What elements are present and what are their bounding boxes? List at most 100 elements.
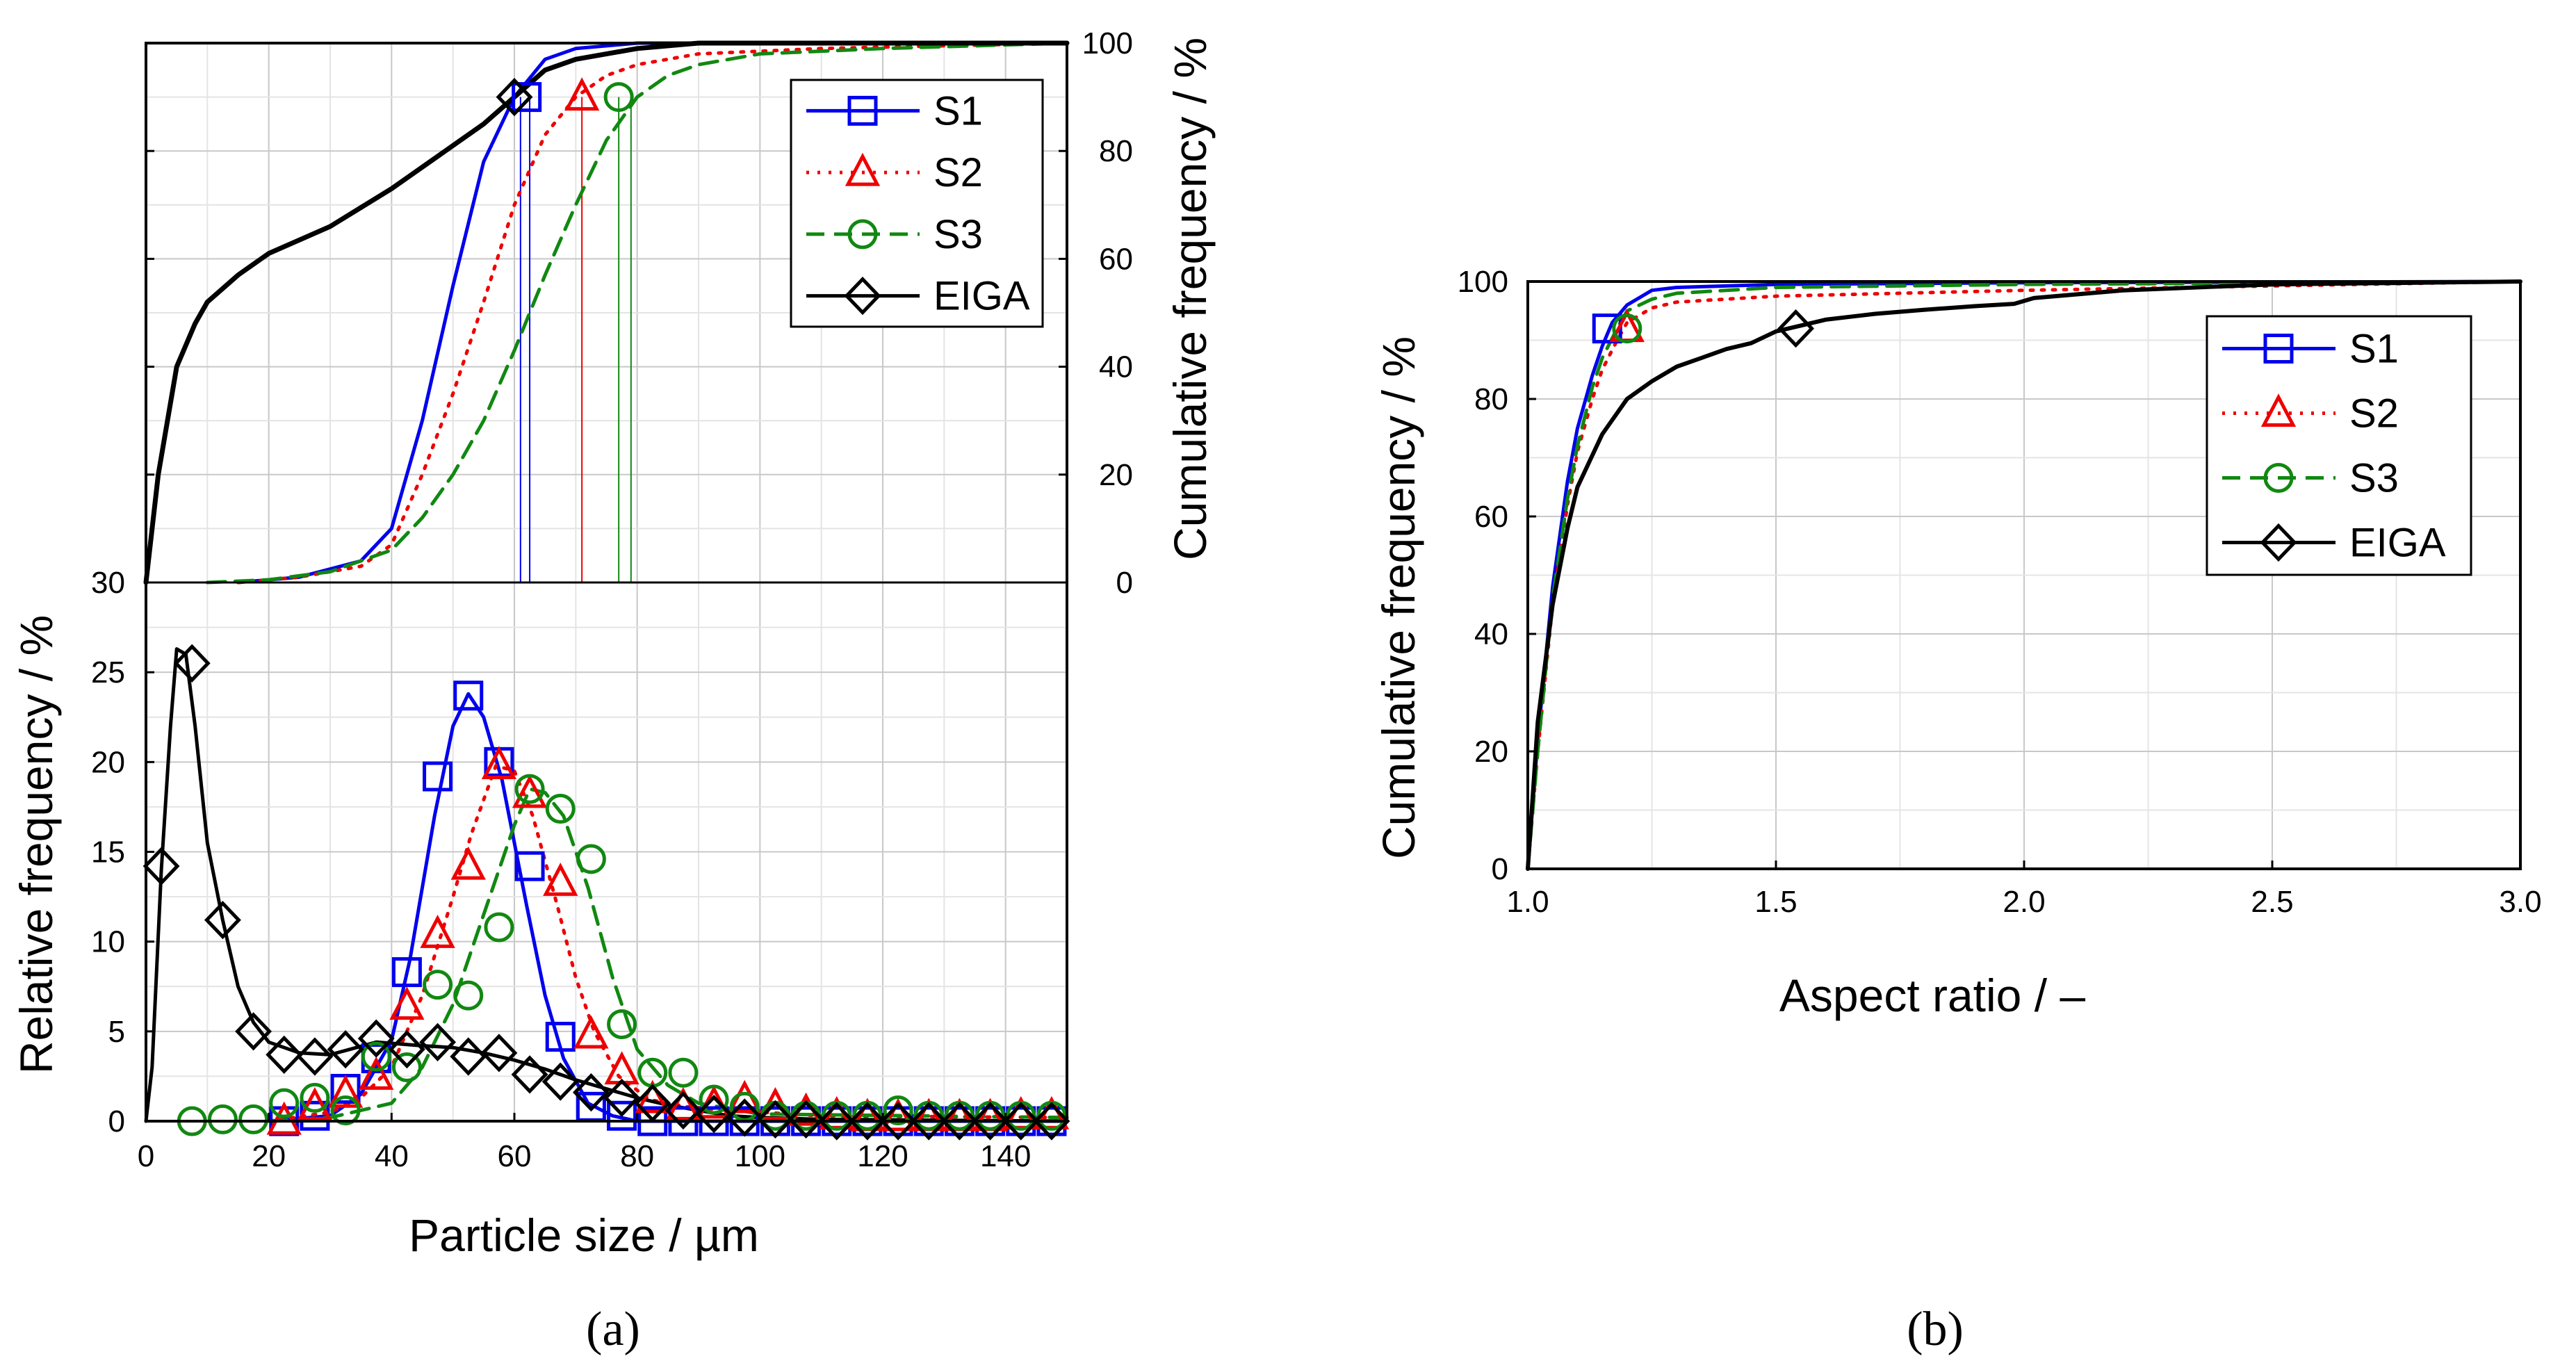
b-ytick-label-4: 80 <box>1474 382 1508 416</box>
a-cum-line-eiga <box>143 40 1070 585</box>
a-rel-ytick-label-5: 25 <box>91 655 125 690</box>
a-cum-marker-s3 <box>603 82 634 113</box>
a-rel-ytick-label-top: 30 <box>91 566 125 600</box>
b-xlabel: Aspect ratio / – <box>1779 970 2086 1021</box>
a-rel-point-s1-9 <box>545 1022 576 1052</box>
a-rel-point-s3-3 <box>269 1088 300 1118</box>
panel-label-a: (a) <box>586 1303 640 1356</box>
a-rel-point-eiga-9 <box>419 1022 457 1061</box>
b-xtick-label-1: 1.5 <box>1754 885 1797 919</box>
b-ytick-label-2: 40 <box>1474 617 1508 651</box>
a-rel-point-s2-12 <box>635 1079 670 1114</box>
a-rel-point-eiga-3 <box>235 1012 272 1051</box>
a-relative-ylabel: Relative frequency / % <box>10 615 62 1074</box>
a-cum-ytick-label-0: 0 <box>1116 566 1133 600</box>
a-rel-ytick-label-2: 10 <box>91 925 125 959</box>
a-rel-point-s1-8 <box>514 851 545 881</box>
a-rel-point-eiga-18 <box>695 1095 733 1134</box>
tick-label-layer: 0 20 40 60 80 100 30 0 5 10 15 20 25 0 20 40 60 80 100 120 1… <box>91 26 2542 1173</box>
a-xtick-label-3: 60 <box>498 1139 532 1173</box>
a-rel-point-s3-9 <box>453 980 484 1011</box>
a-cum-ytick-label-1: 20 <box>1099 458 1133 492</box>
a-rel-point-eiga-22 <box>818 1102 856 1141</box>
a-rel-point-s2-13 <box>665 1086 701 1120</box>
a-legend-label-s1: S1 <box>934 88 983 133</box>
a-cum-marker-eiga <box>496 77 533 117</box>
a-rel-curve-eiga <box>144 647 1069 1123</box>
a-legend-marker-s2 <box>845 152 881 186</box>
a-legend-label-eiga: EIGA <box>934 274 1030 319</box>
b-marker-eiga <box>1777 309 1815 348</box>
a-cum-marker-s2 <box>564 77 600 111</box>
a-xtick-label-1: 20 <box>252 1139 286 1173</box>
a-rel-point-s3-16 <box>668 1057 699 1088</box>
a-legend-marker-s1 <box>847 95 878 126</box>
b-legend-label-s1: S1 <box>2349 327 2399 372</box>
a-rel-point-s2-0 <box>266 1101 302 1135</box>
a-cum-ytick-label-2: 40 <box>1099 350 1133 384</box>
a-xtick-label-6: 120 <box>857 1139 908 1173</box>
a-rel-point-eiga-19 <box>726 1098 763 1137</box>
a-rel-point-s3-17 <box>699 1084 729 1115</box>
a-cum-marker-s1 <box>512 82 542 113</box>
a-rel-point-s3-6 <box>361 1041 391 1072</box>
a-cum-line-s3 <box>205 41 1069 585</box>
a-rel-point-s3-10 <box>484 912 514 943</box>
a-rel-point-s2-6 <box>450 846 486 880</box>
a-rel-point-s3-4 <box>300 1082 330 1113</box>
a-rel-ytick-label-3: 15 <box>91 835 125 870</box>
b-ytick-label-1: 20 <box>1474 735 1508 769</box>
a-rel-point-eiga-27 <box>972 1102 1009 1141</box>
a-rel-point-s3-12 <box>545 794 576 824</box>
a-rel-point-eiga-28 <box>1002 1102 1040 1141</box>
b-xtick-label-3: 2.5 <box>2251 885 2293 919</box>
a-rel-point-s2-9 <box>543 863 578 896</box>
a-rel-point-eiga-6 <box>327 1030 364 1069</box>
a-rel-point-eiga-24 <box>879 1102 917 1141</box>
a-rel-point-s2-2 <box>327 1074 364 1108</box>
a-rel-point-eiga-5 <box>296 1037 334 1076</box>
a-xtick-label-0: 0 <box>138 1139 154 1173</box>
panel-label-b: (b) <box>1907 1303 1964 1356</box>
a-rel-point-s3-8 <box>423 970 453 1000</box>
frame-layer <box>145 42 2522 1123</box>
b-ytick-label-5: 100 <box>1458 265 1508 299</box>
a-rel-point-s3-1 <box>207 1104 238 1134</box>
a-rel-point-s3-2 <box>238 1104 269 1134</box>
a-cum-line-s2 <box>236 41 1069 585</box>
a-rel-point-eiga-20 <box>756 1100 794 1139</box>
a-rel-point-eiga-4 <box>266 1035 303 1075</box>
b-legend-marker-s3 <box>2263 463 2294 493</box>
a-xlabel: Particle size / µm <box>409 1209 759 1261</box>
a-xtick-label-4: 80 <box>620 1139 654 1173</box>
a-rel-point-s3-11 <box>514 774 545 804</box>
a-rel-point-eiga-15 <box>603 1078 641 1118</box>
a-rel-point-eiga-13 <box>541 1062 579 1101</box>
a-rel-ytick-label-1: 5 <box>108 1015 125 1049</box>
a-rel-point-s2-11 <box>604 1051 639 1085</box>
a-rel-point-eiga-12 <box>511 1055 548 1094</box>
a-rel-ytick-label-4: 20 <box>91 745 125 779</box>
b-ytick-label-0: 0 <box>1492 852 1508 886</box>
a-rel-point-s2-3 <box>359 1057 394 1090</box>
a-rel-point-eiga-11 <box>480 1034 518 1073</box>
a-rel-point-s2-8 <box>512 774 548 808</box>
a-rel-point-eiga-23 <box>849 1102 886 1141</box>
b-legend-marker-s1 <box>2263 334 2294 364</box>
a-rel-point-s1-6 <box>453 680 484 711</box>
a-rel-point-eiga-21 <box>788 1100 825 1139</box>
a-cum-ytick-label-4: 80 <box>1099 134 1133 168</box>
b-ytick-label-3: 60 <box>1474 500 1508 534</box>
a-rel-point-s1-5 <box>423 761 453 792</box>
b-legend-label-s3: S3 <box>2349 456 2399 501</box>
a-rel-point-s3-5 <box>330 1095 361 1125</box>
a-rel-point-s1-11 <box>607 1100 637 1131</box>
a-legend-label-s3: S3 <box>934 212 983 257</box>
a-rel-point-eiga-10 <box>450 1037 487 1076</box>
a-rel-point-s3-7 <box>391 1052 422 1082</box>
a-cumulative-ylabel: Cumulative frequency / % <box>1164 38 1216 560</box>
a-rel-point-eiga-1 <box>173 644 211 683</box>
a-cum-ytick-label-5: 100 <box>1082 26 1133 60</box>
a-rel-point-s2-1 <box>297 1086 333 1120</box>
